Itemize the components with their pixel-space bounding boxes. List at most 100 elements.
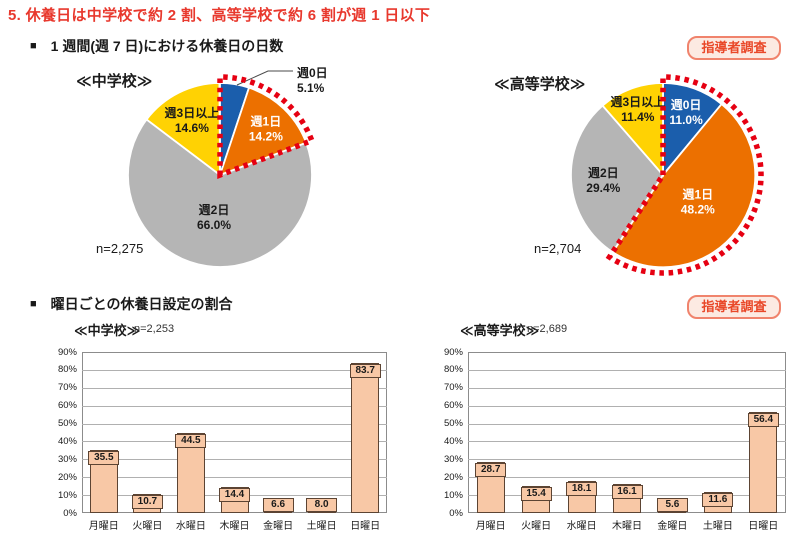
y-axis-label: 20% (443, 471, 463, 483)
bar-value-label: 14.4 (219, 488, 250, 503)
section-heading-text: 曜日ごとの休養日設定の割合 (50, 296, 233, 312)
gridline (82, 477, 387, 479)
square-bullet-icon: ■ (30, 298, 37, 310)
gridline (468, 405, 786, 407)
pie-slice-週2日 (127, 118, 313, 268)
instructor-survey-badge: 指導者調査 (687, 36, 781, 60)
y-axis-label: 70% (443, 382, 463, 394)
bar-日曜日 (351, 363, 380, 513)
y-axis-label: 10% (57, 489, 77, 501)
y-axis-label: 0% (449, 507, 463, 519)
bar-value-label: 15.4 (520, 486, 552, 501)
bar-value-label: 10.7 (131, 494, 163, 509)
x-axis-label: 木曜日 (612, 521, 642, 532)
pie-slice-週3日以上 (145, 82, 221, 177)
gridline (468, 369, 786, 371)
x-axis-label: 火曜日 (132, 521, 163, 532)
gridline (82, 387, 387, 389)
x-axis-label: 木曜日 (219, 521, 250, 532)
instructor-survey-badge: 指導者調査 (687, 295, 781, 319)
plot-frame (82, 352, 387, 513)
pie-outside-value: 5.1% (297, 81, 325, 95)
bar-value-label: 6.6 (262, 498, 294, 512)
bar-value-label: 28.7 (475, 462, 507, 477)
pie-slice-label: 週3日以上 (165, 105, 220, 120)
gridline (82, 441, 387, 443)
y-axis-label: 70% (57, 382, 77, 394)
y-axis-label: 80% (443, 364, 463, 376)
gridline (82, 369, 387, 371)
pie-slice-value: 14.6% (175, 121, 209, 135)
bar-value-label: 44.5 (175, 434, 207, 449)
y-axis-label: 80% (57, 364, 77, 376)
y-axis-label: 30% (57, 453, 77, 465)
x-axis-label: 火曜日 (521, 521, 552, 532)
pie-slice-週3日以上 (601, 82, 664, 178)
gridline (468, 459, 786, 461)
bar-value-label: 35.5 (88, 450, 120, 465)
pie-slice-value: 29.4% (586, 181, 620, 195)
gridline (82, 423, 387, 425)
x-axis-label: 金曜日 (263, 521, 294, 532)
sample-size-junior-high: n=2,275 (96, 241, 144, 256)
y-axis-label: 20% (57, 471, 77, 483)
y-axis-label: 90% (57, 346, 77, 358)
bar-日曜日 (749, 412, 778, 513)
bar-value-label: 56.4 (747, 413, 779, 428)
y-axis-label: 40% (443, 435, 463, 447)
gridline (468, 441, 786, 443)
pie-outside-label: 週0日 (297, 65, 328, 80)
pie-slice-value: 48.2% (681, 203, 715, 217)
section-heading-text: 1 週間(週 7 日)における休養日の日数 (50, 38, 284, 54)
y-axis-label: 60% (443, 400, 463, 412)
bar-sample-junior-high: n=2,253 (134, 323, 175, 335)
pie-slice-value: 14.2% (249, 129, 283, 143)
x-axis-label: 土曜日 (306, 521, 337, 532)
bar-value-label: 16.1 (611, 485, 643, 500)
pie-slice-週1日 (218, 86, 308, 177)
bar-chart-junior-high: 0% 10% 20% 30% 40% 50% 60% 70% 80% 90% 35.5 月曜日 10.7… (46, 340, 398, 532)
sample-size-high-school: n=2,704 (534, 241, 582, 256)
pie-slice-label: 週2日 (588, 165, 619, 180)
highlight-dashed-outline (217, 74, 316, 179)
y-axis-label: 50% (57, 418, 77, 430)
pie-slice-週1日 (611, 102, 757, 269)
bar-value-label: 11.6 (702, 493, 734, 508)
y-axis-label: 30% (443, 453, 463, 465)
pie-slice-label: 週1日 (682, 187, 713, 202)
gridline (468, 423, 786, 425)
x-axis-label: 土曜日 (702, 521, 733, 532)
section-heading-rest-day-weekday: ■ 曜日ごとの休養日設定の割合 (30, 294, 233, 314)
y-axis-label: 90% (443, 346, 463, 358)
page-title: 5. 休養日は中学校で約 2 割、高等学校で約 6 割が週 1 日以下 (8, 7, 431, 24)
pie-slice-label: 週3日以上 (610, 94, 665, 109)
x-axis-label: 日曜日 (350, 521, 381, 532)
x-axis-label: 日曜日 (748, 521, 779, 532)
x-axis-label: 月曜日 (88, 521, 119, 532)
bar-value-label: 18.1 (566, 481, 598, 496)
bar-title-high-school: ≪高等学校≫ (460, 323, 540, 338)
pie-title-junior-high: ≪中学校≫ (76, 73, 153, 90)
highlight-dashed-outline (605, 74, 764, 276)
gridline (82, 459, 387, 461)
bar-value-label: 8.0 (306, 498, 338, 512)
y-axis-label: 60% (57, 400, 77, 412)
gridline (468, 387, 786, 389)
pie-slice-週2日 (570, 104, 665, 254)
x-axis-label: 水曜日 (175, 521, 206, 532)
bar-value-label: 5.6 (656, 498, 688, 512)
bar-chart-high-school: 0% 10% 20% 30% 40% 50% 60% 70% 80% 90% 28.7 月曜日 15.4… (432, 340, 792, 532)
y-axis-label: 10% (443, 489, 463, 501)
x-axis-label: 金曜日 (657, 521, 688, 532)
pie-slice-label: 週2日 (199, 202, 230, 217)
gridline (82, 405, 387, 407)
square-bullet-icon: ■ (30, 40, 37, 52)
pie-slice-label: 週0日 (671, 97, 702, 112)
y-axis-label: 40% (57, 435, 77, 447)
pie-slice-value: 11.4% (621, 110, 655, 124)
pie-slice-value: 11.0% (669, 113, 703, 127)
y-axis-label: 50% (443, 418, 463, 430)
bar-title-junior-high: ≪中学校≫ (74, 323, 141, 338)
